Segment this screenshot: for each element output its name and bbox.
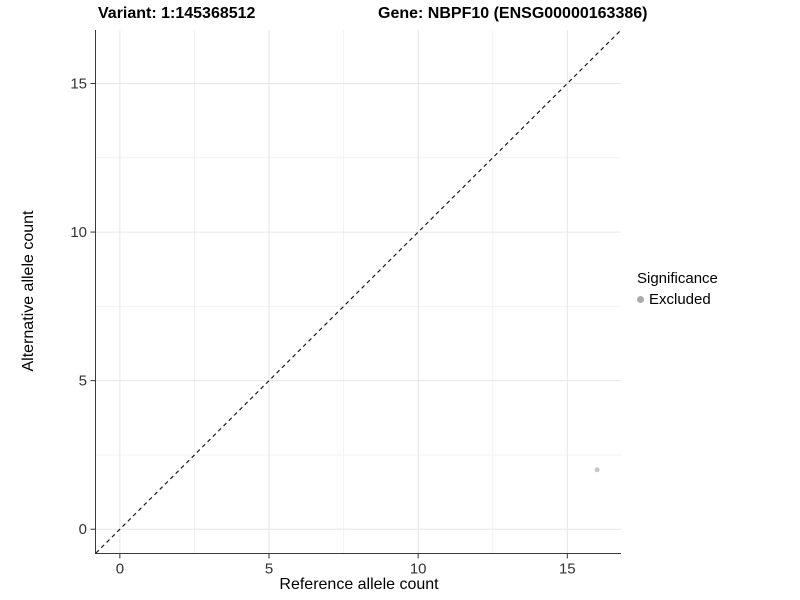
data-point[interactable]: [594, 467, 600, 473]
legend-entry-label: Excluded: [649, 291, 711, 308]
y-tick-label: 5: [79, 373, 87, 390]
legend-title: Significance: [637, 270, 718, 287]
y-axis-title: Alternative allele count: [20, 210, 37, 372]
gene-title: Gene: NBPF10 (ENSG00000163386): [378, 5, 648, 22]
y-tick-label: 10: [70, 224, 87, 241]
x-tick-label: 5: [265, 561, 273, 578]
identity-line: [95, 29, 622, 554]
x-tick-label: 0: [116, 561, 124, 578]
y-tick-label: 0: [79, 521, 87, 538]
excluded-point-icon: [637, 296, 644, 303]
legend-entry-excluded: Excluded: [637, 291, 718, 308]
y-tick-label: 15: [70, 75, 87, 92]
x-tick-label: 15: [559, 561, 576, 578]
x-tick-label: 10: [410, 561, 427, 578]
variant-title: Variant: 1:145368512: [98, 5, 256, 22]
x-axis-title: Reference allele count: [279, 576, 439, 593]
legend: Significance Excluded: [637, 270, 718, 308]
